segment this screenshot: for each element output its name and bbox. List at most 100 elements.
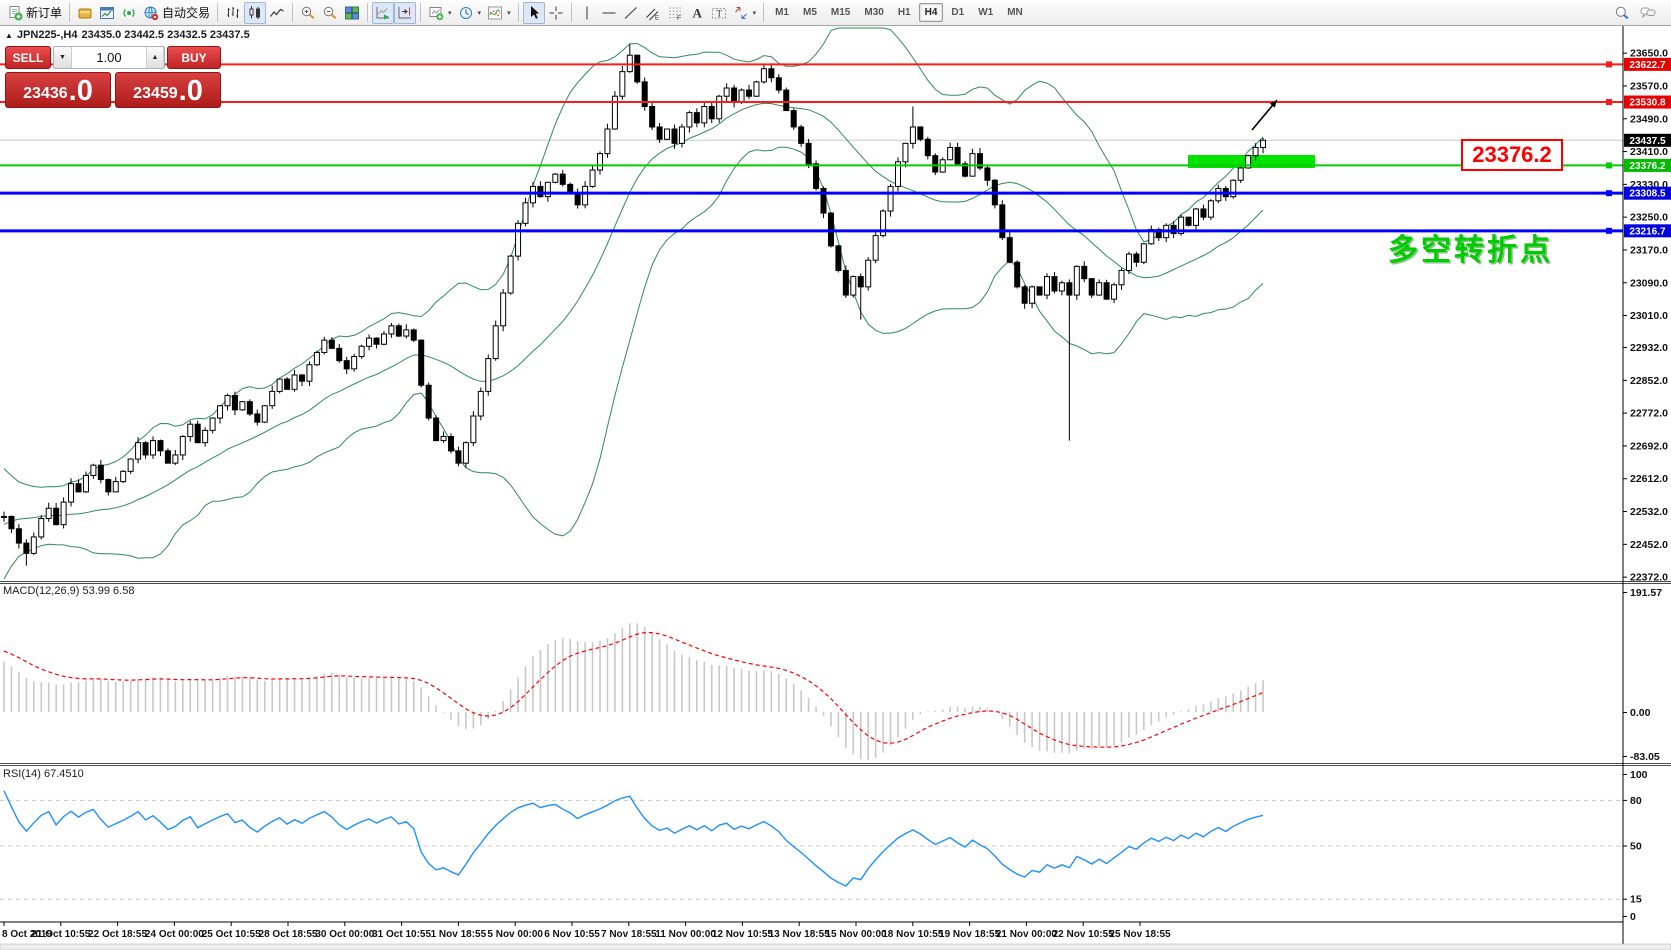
candle-body <box>492 325 499 360</box>
toolbar-button-toolbox[interactable] <box>74 2 96 24</box>
price-tag-23308.5 <box>1624 186 1671 200</box>
toolbar-button-bar-chart[interactable] <box>222 2 244 24</box>
toolbar-button-signals[interactable] <box>118 2 140 24</box>
candle-body <box>641 81 648 107</box>
toolbar-separator <box>570 3 572 22</box>
candle-body <box>209 417 216 431</box>
candle-body <box>321 339 328 353</box>
price-tick-label: 22532.0 <box>1630 506 1668 518</box>
toolbar-button-equidistant-channel[interactable]: E <box>642 2 664 24</box>
candle-body <box>544 181 551 198</box>
time-tick-label: 1 Nov 18:55 <box>431 929 487 940</box>
level-line-anchor[interactable] <box>1606 227 1612 234</box>
timeframe-button-w1[interactable]: W1 <box>972 3 999 22</box>
toolbar-button-candlestick-chart[interactable] <box>244 1 267 24</box>
toolbar-button-profiles[interactable]: ▾ <box>455 2 485 24</box>
toolbar-button-chart-shift[interactable] <box>394 1 417 24</box>
candle-body <box>97 464 104 481</box>
timeframe-button-h4[interactable]: H4 <box>918 3 944 22</box>
toolbar-button-auto-scroll[interactable] <box>372 1 395 24</box>
toolbox-icon <box>77 5 93 21</box>
sell-price[interactable]: 23436.0 <box>5 72 111 108</box>
candle-body <box>217 405 224 419</box>
trend-arrow-head <box>1269 100 1277 108</box>
price-tick-label: 23090.0 <box>1630 277 1668 289</box>
candle-body <box>224 395 231 407</box>
bollinger-upper-line <box>3 27 1264 488</box>
buy-price[interactable]: 23459.0 <box>115 72 221 108</box>
chinese-annotation[interactable]: 多空转折点 <box>1388 234 1553 267</box>
candle-body <box>887 185 894 212</box>
time-axis-scale[interactable] <box>0 922 1623 944</box>
price-axis-scale[interactable] <box>1623 26 1671 922</box>
candle-body <box>932 155 939 173</box>
candle-body <box>291 374 298 390</box>
level-line-anchor[interactable] <box>1606 190 1612 197</box>
time-tick-label: 6 Nov 10:55 <box>544 929 600 940</box>
zoom-in-icon <box>300 5 316 21</box>
price-tick-label: 22932.0 <box>1630 342 1668 354</box>
toolbar-button-vertical-line[interactable] <box>576 2 598 24</box>
price-tick-label: 22852.0 <box>1630 375 1668 387</box>
toolbar-label-new-order: 新订单 <box>26 6 63 20</box>
volume-decrease-button[interactable]: ▼ <box>54 47 72 68</box>
toolbar-button-chat[interactable] <box>1637 2 1659 24</box>
level-line-anchor[interactable] <box>1606 61 1612 68</box>
candle-body <box>857 276 864 288</box>
candle-body <box>1125 253 1132 271</box>
timeframe-button-m30[interactable]: M30 <box>858 3 889 22</box>
candle-body <box>462 442 469 464</box>
level-line-anchor[interactable] <box>1606 99 1612 106</box>
candle-body <box>1245 155 1252 169</box>
toolbar-button-trendline[interactable] <box>620 2 642 24</box>
toolbar-button-zoom-in[interactable] <box>297 2 319 24</box>
chevron-down-icon: ▾ <box>752 9 757 17</box>
volume-increase-button[interactable]: ▲ <box>146 47 164 68</box>
volume-input[interactable] <box>72 47 146 68</box>
macd-axis-label: -83.05 <box>1630 751 1660 763</box>
toolbar-button-text-label[interactable]: T <box>708 2 730 24</box>
toolbar-button-new-order[interactable]: 新订单 <box>4 2 65 24</box>
toolbar-button-text[interactable]: A <box>686 2 708 24</box>
buy-button[interactable]: BUY <box>167 46 221 69</box>
candle-body <box>537 185 544 198</box>
candle-body <box>1006 237 1013 263</box>
candle-body <box>112 481 119 493</box>
toolbar-button-fibonacci-retracement[interactable]: F <box>664 2 686 24</box>
candle-body <box>775 77 782 91</box>
time-tick-label: 13 Nov 18:55 <box>769 929 831 940</box>
volume-spinner: ▼ ▲ <box>53 46 165 69</box>
toolbar-button-crosshair[interactable] <box>545 2 567 24</box>
price-tag-label: 23622.7 <box>1629 60 1666 71</box>
time-tick-label: 12 Nov 10:55 <box>712 929 774 940</box>
timeframe-button-m15[interactable]: M15 <box>825 3 856 22</box>
toolbar-button-search[interactable] <box>1611 2 1633 24</box>
toolbar-button-line-chart[interactable] <box>266 2 288 24</box>
price-tick-label: 23010.0 <box>1630 310 1668 322</box>
candle-body <box>962 163 969 177</box>
price-callout-box[interactable]: 23376.2 <box>1461 139 1563 171</box>
candle-body <box>1118 269 1125 286</box>
toolbar-button-cursor[interactable] <box>522 1 545 24</box>
toolbar-button-indicators[interactable]: ▾ <box>484 2 514 24</box>
toolbar-button-charts-window[interactable] <box>96 2 118 24</box>
candle-body <box>202 429 209 444</box>
timeframe-button-mn[interactable]: MN <box>1001 3 1029 22</box>
timeframe-button-h1[interactable]: H1 <box>892 3 917 22</box>
toolbar-button-arrow-objects[interactable]: ▾ <box>730 2 760 24</box>
toolbar-button-zoom-out[interactable] <box>319 2 341 24</box>
timeframe-button-m5[interactable]: M5 <box>797 3 823 22</box>
candle-body <box>1021 286 1028 304</box>
toolbar-button-autotrading[interactable]: 自动交易 <box>140 2 213 24</box>
rsi-axis-label: 50 <box>1630 841 1642 853</box>
toolbar-button-horizontal-line[interactable] <box>598 2 620 24</box>
level-line-anchor[interactable] <box>1606 162 1612 169</box>
chart-plot-area[interactable] <box>0 27 1623 580</box>
candle-body <box>284 378 291 390</box>
toolbar-button-tile-windows[interactable] <box>341 2 363 24</box>
timeframe-button-d1[interactable]: D1 <box>945 3 970 22</box>
sell-button[interactable]: SELL <box>5 46 51 69</box>
timeframe-button-m1[interactable]: M1 <box>769 3 795 22</box>
toolbar-button-new-chart[interactable]: ▾ <box>425 2 455 24</box>
candle-body <box>954 146 961 165</box>
